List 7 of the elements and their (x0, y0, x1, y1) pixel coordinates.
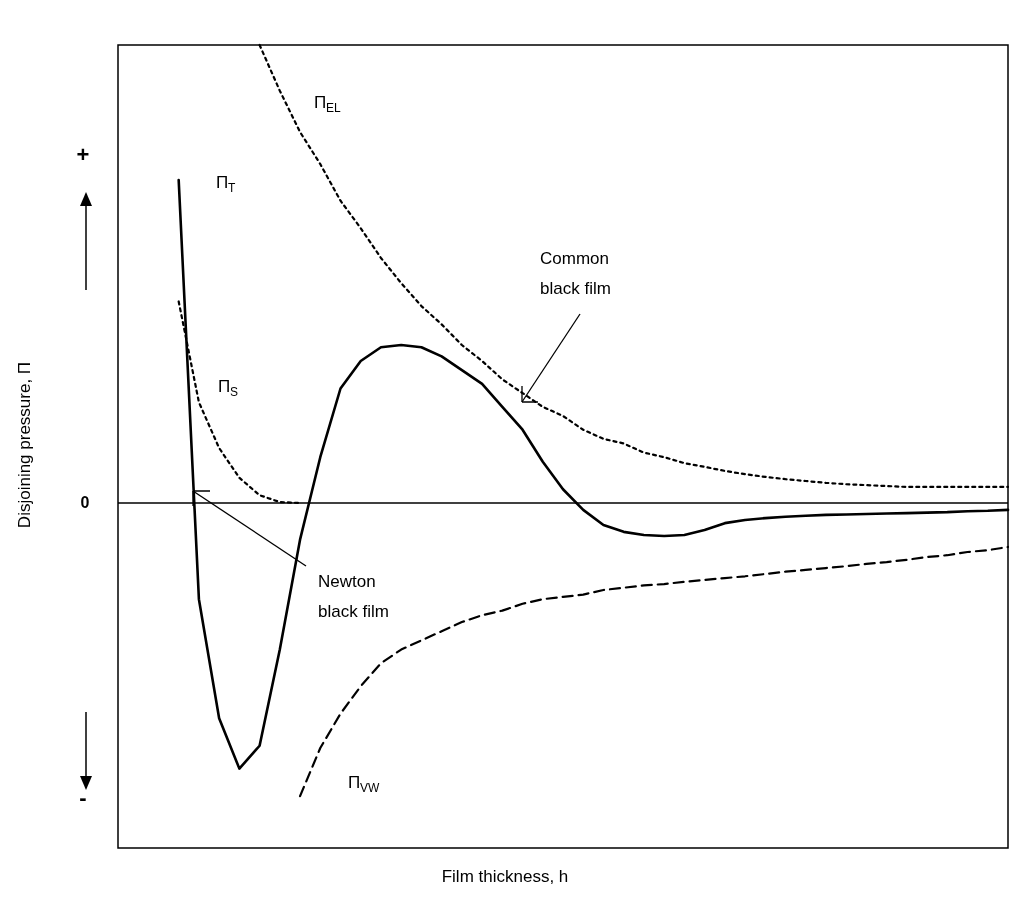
text: + (76, 142, 90, 167)
x-axis-title: Film thickness, h (441, 867, 569, 886)
annotation: Newton black film (318, 572, 389, 621)
y-axis-title: Disjoining pressure, Π (15, 361, 34, 529)
text: - (79, 785, 87, 810)
ref-line-label: 0 (80, 494, 90, 511)
annotation: Common black film (540, 249, 611, 298)
